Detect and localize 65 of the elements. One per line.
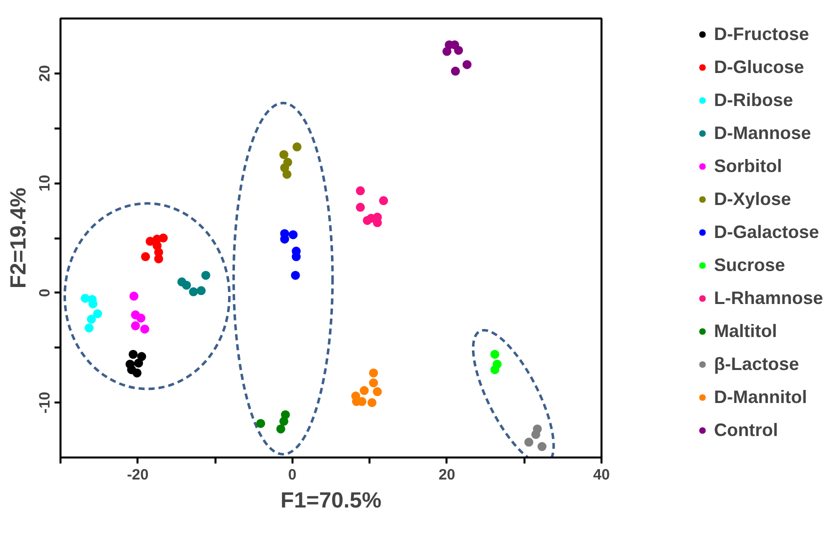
point (140, 324, 150, 334)
point (537, 442, 546, 452)
legend-label: D-Ribose (714, 88, 793, 112)
legend-label: D-Xylose (714, 188, 792, 211)
point (367, 398, 376, 408)
point (531, 430, 540, 439)
point (450, 66, 460, 76)
legend-label: L-Rhamnose (714, 286, 823, 310)
point (84, 324, 94, 332)
legend-label: Control (714, 418, 778, 442)
point (93, 309, 102, 318)
legend-label: D-Galactose (714, 220, 820, 244)
point (201, 270, 210, 280)
legend-label: Maltitol (714, 320, 777, 342)
point (356, 202, 365, 212)
point (282, 170, 292, 179)
point (141, 252, 150, 262)
point (130, 321, 140, 330)
legend-label: Sorbitol (714, 154, 782, 178)
point (182, 280, 191, 290)
point (86, 314, 96, 324)
x-tick-label: -20 (126, 466, 149, 484)
point (128, 350, 138, 359)
point (360, 386, 369, 396)
point (462, 60, 472, 70)
point (356, 186, 365, 196)
y-tick-label: 10 (36, 174, 54, 192)
point (137, 352, 146, 362)
y-tick-label: -10 (36, 392, 54, 414)
x-tick-label: 0 (288, 466, 297, 484)
point (454, 46, 464, 55)
point (292, 142, 302, 152)
point (129, 292, 138, 301)
point (196, 286, 206, 296)
point (372, 387, 382, 396)
point (490, 365, 500, 374)
point (279, 416, 288, 426)
point (276, 424, 286, 434)
point (188, 287, 198, 296)
point (524, 438, 534, 447)
point (490, 350, 500, 359)
point (158, 234, 168, 242)
x-tick-label: 20 (438, 466, 456, 484)
point (136, 314, 146, 323)
y-tick-label: 20 (36, 65, 54, 82)
x-tick-label: 40 (593, 466, 610, 484)
point (369, 378, 378, 388)
legend-label: D-Fructose (714, 22, 809, 46)
point (279, 150, 288, 160)
point (132, 368, 142, 378)
point (256, 418, 266, 428)
legend-label: D-Glucose (714, 56, 804, 78)
point (134, 358, 144, 368)
point (369, 368, 378, 378)
x-axis-title: F1=70.5% (280, 488, 382, 512)
point (290, 270, 300, 280)
y-tick-label: 0 (36, 288, 54, 298)
point (442, 46, 452, 56)
point (288, 230, 298, 240)
legend-label: Sucrose (714, 254, 786, 276)
point (379, 196, 388, 206)
legend-label: D-Mannitol (714, 386, 807, 408)
y-axis-title: F2=19.4% (6, 188, 30, 288)
legend-label: D-Mannose (714, 122, 811, 144)
legend-label: β-Lactose (714, 352, 799, 376)
